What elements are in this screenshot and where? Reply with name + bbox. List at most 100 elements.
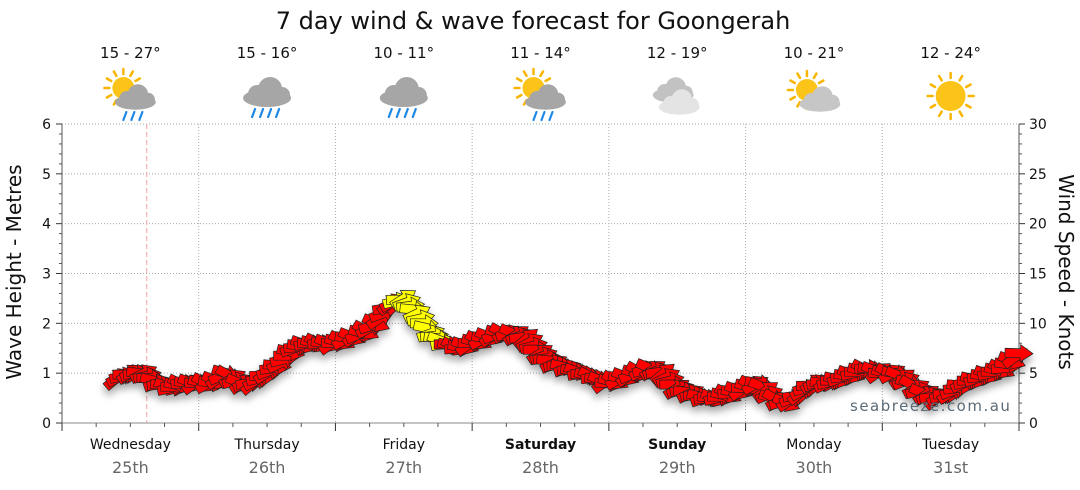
sun-ray [796, 100, 802, 108]
left-axis: 0 1 2 3 4 5 6 [42, 117, 62, 432]
rain-drop [130, 110, 136, 122]
rain-drop [266, 107, 273, 119]
sun-ray [522, 70, 528, 78]
rain-drop [395, 107, 401, 119]
right-tick-label: 30 [1029, 117, 1047, 133]
sun-ray [105, 93, 113, 99]
temp-range: 15 - 16° [237, 44, 298, 62]
sun-ray [964, 83, 972, 89]
sun-disc [935, 81, 966, 111]
sun-ray [958, 74, 964, 82]
left-tick-label: 5 [42, 167, 51, 183]
right-tick-label: 5 [1029, 366, 1038, 382]
temp-range: 12 - 19° [647, 44, 708, 62]
day-name: Friday [383, 437, 425, 453]
sun-ray [929, 103, 937, 109]
day-headers: 15 - 27° 15 - 16° 10 - 11° 11 - 14° 12 - 19°… [100, 44, 981, 122]
left-tick-label: 1 [42, 366, 51, 382]
sun-ray [937, 74, 943, 82]
sun-ray [812, 72, 818, 80]
right-tick-label: 20 [1029, 217, 1047, 233]
rain-drop [411, 107, 417, 119]
day-header: 10 - 11° [373, 44, 434, 119]
day-header: 10 - 21° [784, 44, 845, 112]
sun-ray [937, 110, 943, 118]
temp-range: 15 - 27° [100, 44, 161, 62]
cloud-part [825, 94, 840, 109]
day-name: Saturday [505, 437, 576, 453]
chart-title: 7 day wind & wave forecast for Goongerah [276, 7, 791, 35]
rain-drop [403, 107, 409, 119]
day-date: 31st [933, 458, 968, 477]
day-name: Sunday [648, 437, 706, 453]
day-header: 12 - 24° [920, 44, 981, 121]
rain-drop [548, 110, 554, 122]
day-header: 12 - 19° [647, 44, 708, 115]
wind-arrow [1004, 344, 1034, 363]
right-tick-label: 15 [1029, 267, 1047, 283]
rain-drop [387, 107, 393, 119]
right-axis-label: Wind Speed - Knots [1054, 174, 1078, 370]
cloud-icon [652, 77, 700, 115]
temp-range: 10 - 21° [784, 44, 845, 62]
left-tick-label: 2 [42, 316, 51, 332]
temp-range: 12 - 24° [920, 44, 981, 62]
day-date: 27th [385, 458, 422, 477]
sun-ray [929, 83, 937, 89]
day-name: Thursday [234, 437, 300, 453]
cloud-part [551, 92, 566, 107]
day-date: 28th [522, 458, 559, 477]
sun-ray [789, 95, 797, 101]
sun-ray [134, 77, 142, 83]
temp-range: 10 - 11° [373, 44, 434, 62]
rain-drop [122, 110, 128, 122]
wind-series [102, 290, 1034, 413]
temp-range: 11 - 14° [510, 44, 571, 62]
sun-ray [129, 70, 135, 78]
rain-drop [250, 107, 257, 119]
cloud-rain-icon [379, 77, 428, 119]
sun-ray [539, 70, 545, 78]
sun-ray [796, 72, 802, 80]
rain-drop [274, 107, 281, 119]
rain-drop [258, 107, 265, 119]
sun-ray [789, 79, 797, 85]
day-name: Tuesday [921, 437, 979, 453]
cloud-part [141, 92, 155, 107]
left-tick-label: 4 [42, 217, 51, 233]
sun-ray [112, 70, 118, 78]
day-date: 29th [659, 458, 696, 477]
sun-icon [926, 71, 975, 121]
rain-drop [540, 110, 546, 122]
left-tick-label: 3 [42, 267, 51, 283]
right-axis: 0 5 10 15 20 25 30 [1019, 117, 1047, 432]
day-date: 30th [796, 458, 833, 477]
sun-ray [544, 77, 552, 83]
left-tick-label: 0 [42, 416, 51, 432]
sun-ray [964, 103, 972, 109]
sun-ray [958, 110, 964, 118]
day-header: 15 - 27° [100, 44, 161, 122]
right-tick-label: 10 [1029, 316, 1047, 332]
day-date: 26th [249, 458, 286, 477]
day-name: Wednesday [90, 437, 171, 453]
sun-cloud-icon [786, 69, 841, 112]
sun-ray [817, 79, 825, 85]
rain-drop [138, 110, 144, 122]
left-tick-label: 6 [42, 117, 51, 133]
day-header: 15 - 16° [237, 44, 298, 119]
right-tick-label: 25 [1029, 167, 1047, 183]
day-footers: Wednesday 25th Thursday 26th Friday 27th Satur… [90, 437, 979, 477]
day-date: 25th [112, 458, 149, 477]
day-header: 11 - 14° [510, 44, 571, 122]
right-tick-label: 0 [1029, 416, 1038, 432]
left-axis-label: Wave Height - Metres [2, 164, 26, 379]
sun-cloud-rain-icon [103, 67, 156, 122]
rain-drop [532, 110, 538, 122]
cloud-part [274, 87, 291, 103]
cloud-part [410, 87, 427, 103]
day-name: Monday [786, 437, 841, 453]
sun-ray [105, 77, 113, 83]
cloud-rain-icon [243, 77, 292, 119]
